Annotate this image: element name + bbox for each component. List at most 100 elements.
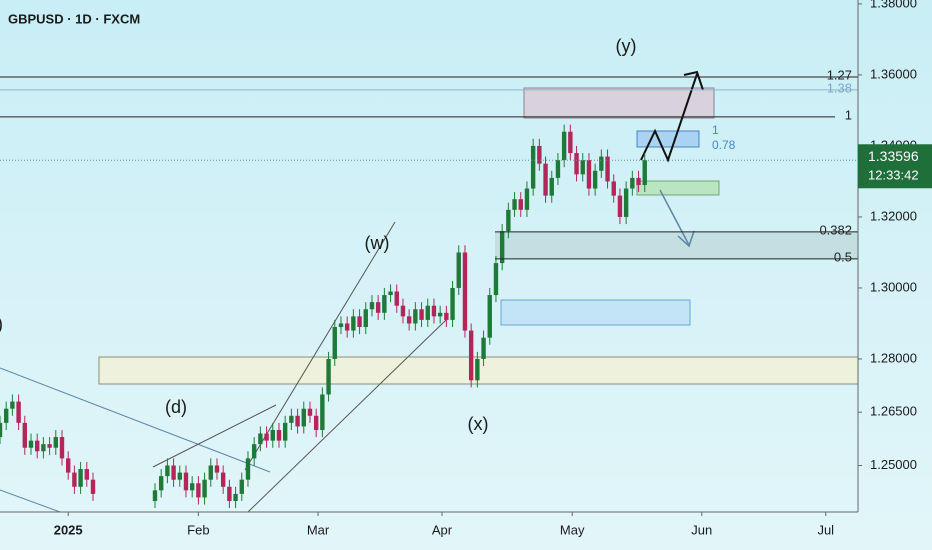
candle-body bbox=[78, 469, 83, 487]
trend-line bbox=[0, 367, 271, 473]
candle-body bbox=[177, 472, 182, 480]
candle-body bbox=[382, 295, 387, 313]
candle-body bbox=[462, 252, 468, 331]
levels: 1.271.38 1 0.382 0.5 bbox=[0, 67, 858, 264]
y-tick-label: 1.28000 bbox=[870, 350, 917, 365]
candle-body bbox=[419, 309, 424, 320]
fib-level-label: 1.38 bbox=[827, 80, 852, 95]
candle-body bbox=[475, 358, 480, 381]
candle-body bbox=[220, 472, 226, 487]
candle-body bbox=[233, 493, 238, 501]
zone bbox=[495, 232, 858, 259]
x-tick-label: Feb bbox=[187, 522, 209, 537]
candle-body bbox=[555, 160, 561, 178]
y-tick-label: 1.36000 bbox=[870, 66, 917, 81]
candle-body bbox=[431, 305, 437, 317]
candle-body bbox=[344, 323, 350, 331]
candle-body bbox=[369, 302, 375, 310]
wave-label: (x) bbox=[468, 414, 489, 434]
x-tick-label: Apr bbox=[432, 522, 453, 537]
candle-body bbox=[530, 145, 536, 189]
candle-body bbox=[444, 312, 449, 320]
candle-body bbox=[400, 305, 406, 317]
candle-body bbox=[59, 437, 65, 459]
candle-body bbox=[413, 309, 418, 324]
candle-body bbox=[90, 479, 96, 494]
candle-body bbox=[512, 199, 517, 210]
candle-body bbox=[543, 163, 548, 196]
candle-body bbox=[568, 131, 573, 154]
candle-body bbox=[264, 433, 269, 441]
candle-body bbox=[0, 422, 3, 438]
candle-body bbox=[289, 415, 294, 423]
candle-body bbox=[152, 490, 158, 501]
channel-line bbox=[247, 319, 447, 512]
candle-body bbox=[549, 177, 554, 196]
candle-body bbox=[332, 327, 337, 359]
zone bbox=[523, 87, 715, 119]
candle-body bbox=[642, 160, 647, 185]
fib-level-label: 0.382 bbox=[819, 222, 852, 237]
candle-body bbox=[437, 312, 443, 317]
x-tick-label: Jun bbox=[691, 522, 712, 537]
x-tick-label: 2025 bbox=[54, 522, 83, 537]
zone bbox=[636, 180, 720, 196]
candle-body bbox=[636, 177, 641, 185]
zone bbox=[636, 130, 700, 148]
candle-body bbox=[592, 170, 598, 189]
countdown-label: 12:33:42 bbox=[868, 168, 919, 183]
projection-arrow bbox=[659, 189, 690, 246]
candle-body bbox=[586, 160, 592, 189]
y-tick-label: 1.38000 bbox=[870, 0, 917, 10]
candle-body bbox=[425, 305, 430, 320]
candle-body bbox=[375, 302, 381, 313]
candle-body bbox=[351, 316, 356, 331]
candle-body bbox=[456, 252, 461, 288]
x-tick-label: Jul bbox=[817, 522, 834, 537]
y-tick-label: 1.26500 bbox=[870, 404, 917, 419]
candle-body bbox=[524, 188, 530, 210]
fib-level-label: 0.5 bbox=[834, 249, 852, 264]
wave-label: (y) bbox=[616, 36, 637, 56]
candle-body bbox=[28, 440, 34, 448]
candle-body bbox=[338, 323, 344, 328]
arrow-head bbox=[677, 230, 695, 248]
candle-body bbox=[239, 479, 244, 494]
candle-body bbox=[189, 483, 195, 491]
channel-line bbox=[244, 221, 396, 471]
candle-body bbox=[468, 330, 474, 381]
candle-body bbox=[16, 401, 21, 423]
candle-body bbox=[599, 156, 604, 171]
fib-level-label: 1.27 bbox=[827, 67, 852, 82]
fib-level-label: 1 bbox=[845, 107, 852, 122]
candle-body bbox=[481, 337, 486, 359]
candle-body bbox=[183, 472, 189, 491]
candle-body bbox=[53, 437, 58, 448]
candle-body bbox=[394, 291, 399, 306]
candle-body bbox=[561, 131, 567, 161]
y-tick-label: 1.30000 bbox=[870, 279, 917, 294]
candle-body bbox=[605, 156, 610, 182]
candle-body bbox=[611, 181, 616, 196]
candle-body bbox=[406, 316, 412, 324]
candle-body bbox=[214, 465, 220, 473]
y-tick-label: 1.32000 bbox=[870, 208, 917, 223]
candle-body bbox=[84, 469, 89, 480]
candle-body bbox=[158, 476, 164, 491]
candle-body bbox=[276, 429, 282, 441]
candle-body bbox=[499, 231, 505, 264]
candle-body bbox=[493, 263, 499, 296]
candle-body bbox=[580, 160, 585, 175]
chart-title: GBPUSD · 1D · FXCM bbox=[8, 11, 140, 26]
candles bbox=[0, 124, 647, 509]
candle-body bbox=[72, 472, 77, 487]
candle-body bbox=[630, 177, 635, 189]
candle-body bbox=[202, 479, 207, 498]
candle-body bbox=[3, 408, 9, 423]
x-tick-label: May bbox=[560, 522, 585, 537]
candle-body bbox=[270, 429, 275, 441]
candle-body bbox=[282, 422, 288, 441]
zone bbox=[500, 299, 691, 326]
trend-line bbox=[152, 404, 277, 468]
candle-body bbox=[295, 415, 300, 427]
